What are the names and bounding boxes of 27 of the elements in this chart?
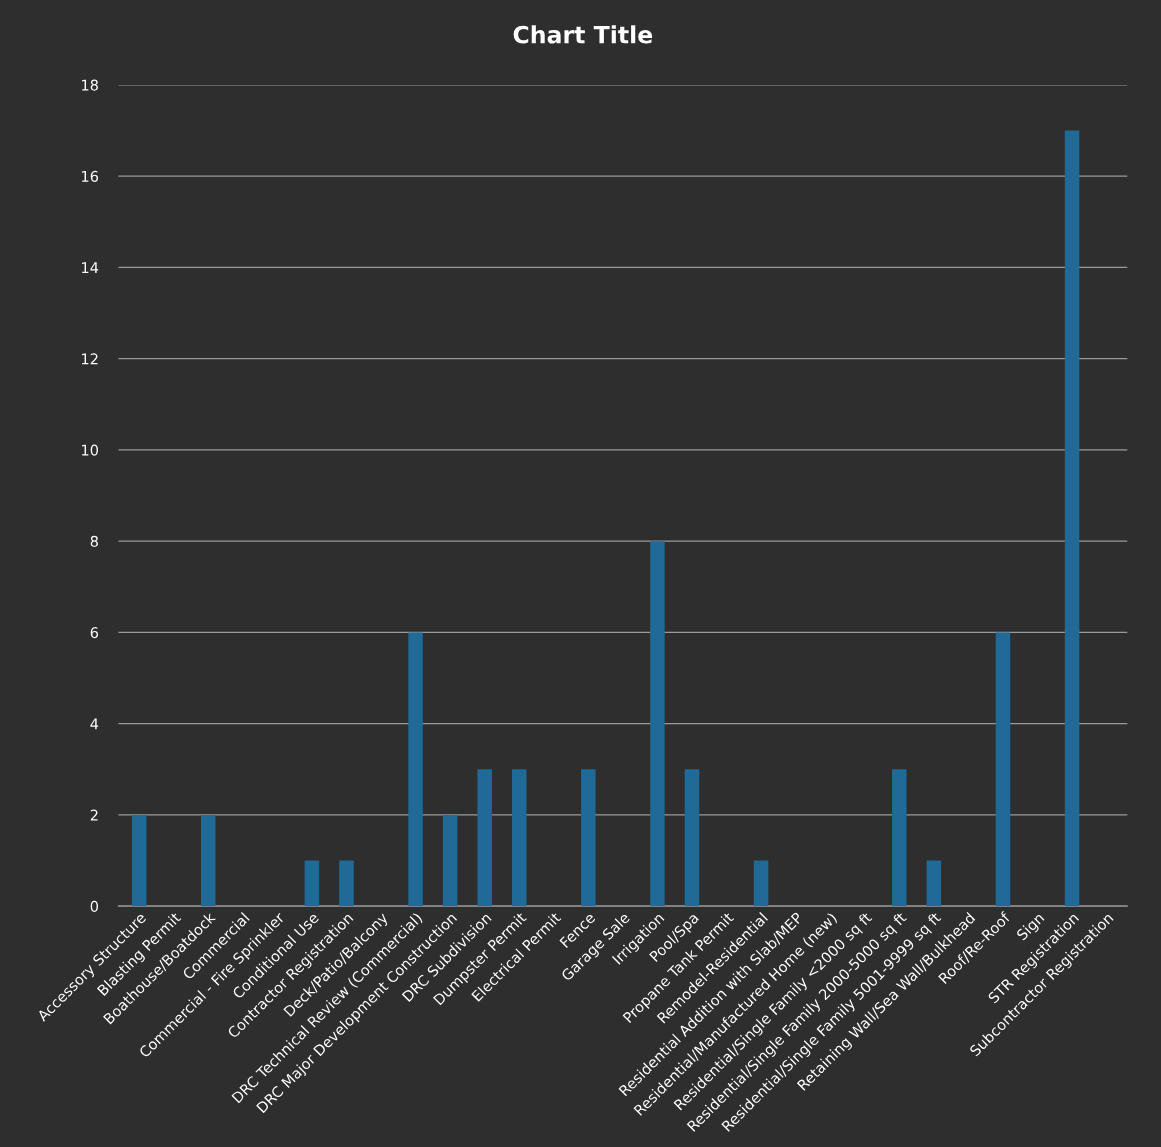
y-tick-label: 16 xyxy=(82,170,99,182)
bar xyxy=(339,860,354,907)
bar xyxy=(581,769,596,907)
bar xyxy=(304,860,320,907)
bar xyxy=(926,860,942,907)
bar xyxy=(477,769,492,907)
y-tick-label: 6 xyxy=(90,627,99,639)
y-tick-label: 10 xyxy=(82,444,99,456)
bar xyxy=(684,769,700,907)
y-tick-label: 4 xyxy=(90,718,99,730)
bar xyxy=(442,814,458,907)
chart-title: Chart Title xyxy=(513,25,653,44)
bar xyxy=(995,632,1011,907)
bar xyxy=(201,814,216,907)
bar xyxy=(892,769,907,907)
y-tick-label: 0 xyxy=(90,900,99,912)
bar xyxy=(1064,130,1080,907)
y-tick-label: 18 xyxy=(82,79,98,91)
bar xyxy=(650,541,665,907)
bar xyxy=(753,860,769,907)
y-tick-label: 14 xyxy=(82,262,99,273)
y-tick-label: 12 xyxy=(82,353,98,365)
bar xyxy=(408,632,423,907)
bar xyxy=(511,769,527,907)
y-tick-label: 2 xyxy=(90,809,98,821)
y-tick-label: 8 xyxy=(90,535,98,547)
bar xyxy=(131,814,147,907)
